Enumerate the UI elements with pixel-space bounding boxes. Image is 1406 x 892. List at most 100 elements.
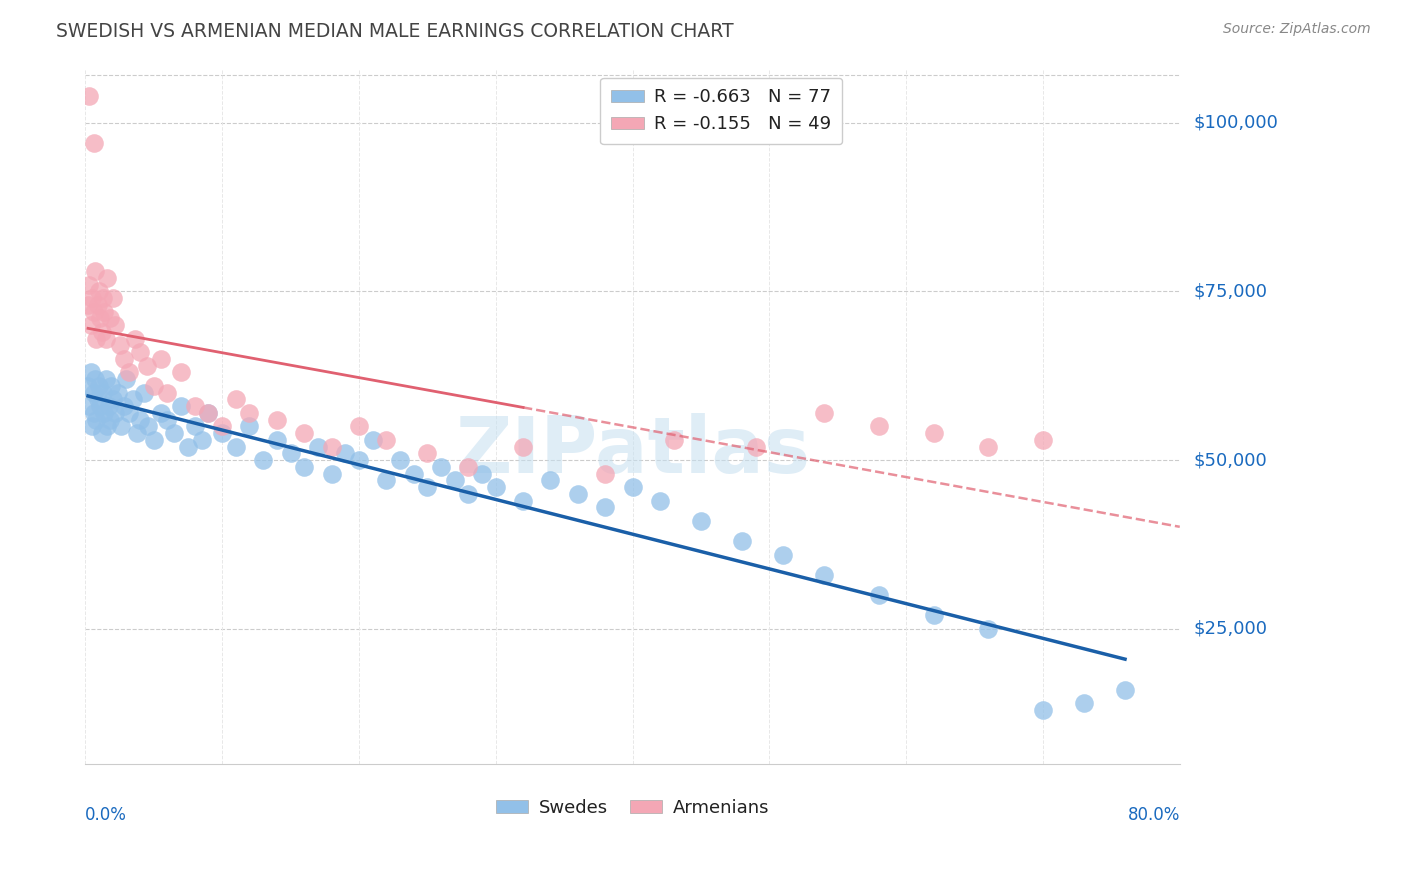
Point — [94, 372, 117, 386]
Point — [84, 412, 107, 426]
Point — [115, 372, 138, 386]
Point — [922, 425, 945, 440]
Point — [89, 399, 111, 413]
Point — [163, 425, 186, 440]
Point — [89, 311, 111, 326]
Point — [91, 291, 114, 305]
Point — [142, 433, 165, 447]
Point — [110, 419, 132, 434]
Point — [82, 291, 104, 305]
Point — [118, 406, 141, 420]
Point — [77, 298, 100, 312]
Point — [82, 419, 104, 434]
Point — [83, 372, 105, 386]
Point — [621, 480, 644, 494]
Point — [97, 399, 120, 413]
Point — [98, 311, 121, 326]
Point — [108, 338, 131, 352]
Point — [104, 318, 127, 332]
Point — [402, 467, 425, 481]
Point — [83, 406, 105, 420]
Point — [307, 440, 329, 454]
Point — [96, 270, 118, 285]
Point — [101, 392, 124, 407]
Point — [129, 345, 152, 359]
Text: $50,000: $50,000 — [1194, 451, 1267, 469]
Point — [170, 365, 193, 379]
Text: Source: ZipAtlas.com: Source: ZipAtlas.com — [1223, 22, 1371, 37]
Point — [977, 440, 1000, 454]
Point — [98, 412, 121, 426]
Point — [107, 385, 129, 400]
Point — [127, 425, 149, 440]
Point — [211, 419, 233, 434]
Point — [538, 473, 561, 487]
Point — [868, 419, 890, 434]
Point — [170, 399, 193, 413]
Point — [190, 433, 212, 447]
Point — [87, 379, 110, 393]
Point — [662, 433, 685, 447]
Point — [112, 351, 135, 366]
Point — [90, 425, 112, 440]
Point — [744, 440, 766, 454]
Point — [84, 332, 107, 346]
Point — [80, 365, 103, 379]
Point — [1032, 433, 1054, 447]
Point — [868, 588, 890, 602]
Point — [122, 392, 145, 407]
Point — [79, 399, 101, 413]
Point — [96, 419, 118, 434]
Text: $75,000: $75,000 — [1194, 282, 1268, 301]
Text: $25,000: $25,000 — [1194, 620, 1268, 638]
Point — [129, 412, 152, 426]
Point — [149, 351, 172, 366]
Point — [416, 446, 439, 460]
Point — [118, 365, 141, 379]
Text: SWEDISH VS ARMENIAN MEDIAN MALE EARNINGS CORRELATION CHART: SWEDISH VS ARMENIAN MEDIAN MALE EARNINGS… — [56, 22, 734, 41]
Point — [79, 88, 101, 103]
Point — [321, 467, 343, 481]
Point — [471, 467, 494, 481]
Point — [567, 487, 589, 501]
Point — [321, 440, 343, 454]
Point — [93, 406, 115, 420]
Point — [335, 446, 357, 460]
Point — [77, 379, 100, 393]
Point — [648, 493, 671, 508]
Point — [1073, 696, 1095, 710]
Point — [430, 459, 453, 474]
Point — [225, 440, 247, 454]
Point — [347, 419, 370, 434]
Point — [772, 548, 794, 562]
Point — [457, 459, 479, 474]
Point — [83, 136, 105, 150]
Point — [388, 453, 411, 467]
Point — [593, 500, 616, 515]
Point — [136, 419, 159, 434]
Legend: Swedes, Armenians: Swedes, Armenians — [488, 792, 776, 824]
Point — [177, 440, 200, 454]
Point — [690, 514, 713, 528]
Point — [416, 480, 439, 494]
Point — [134, 385, 156, 400]
Point — [211, 425, 233, 440]
Point — [238, 406, 260, 420]
Point — [184, 399, 207, 413]
Point — [149, 406, 172, 420]
Point — [1032, 703, 1054, 717]
Point — [197, 406, 219, 420]
Point — [813, 406, 835, 420]
Point — [184, 419, 207, 434]
Point — [922, 608, 945, 623]
Point — [124, 332, 146, 346]
Point — [197, 406, 219, 420]
Text: $100,000: $100,000 — [1194, 113, 1278, 131]
Point — [83, 304, 105, 318]
Point — [977, 622, 1000, 636]
Point — [375, 473, 398, 487]
Point — [252, 453, 274, 467]
Point — [104, 406, 127, 420]
Point — [266, 412, 288, 426]
Point — [86, 298, 108, 312]
